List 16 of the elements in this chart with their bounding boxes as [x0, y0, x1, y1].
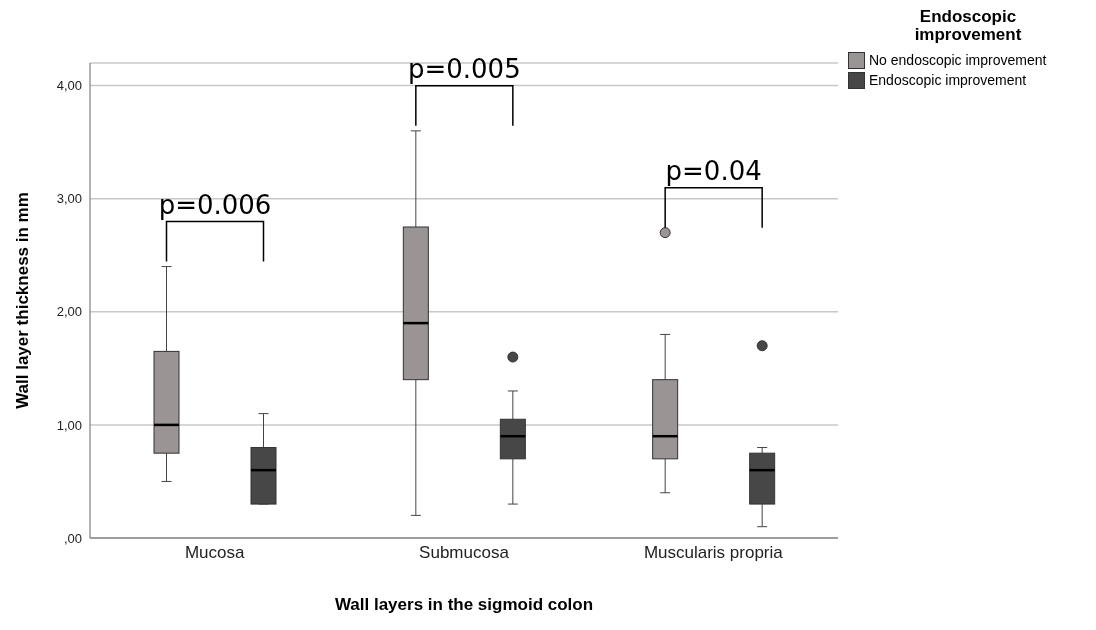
y-axis-title: Wall layer thickness in mm — [13, 192, 33, 409]
y-tick-label: ,00 — [63, 530, 82, 546]
y-tick-label: 4,00 — [56, 78, 82, 94]
y-tick-label: 1,00 — [56, 417, 82, 433]
y-tick-label: 2,00 — [56, 304, 82, 320]
y-tick-label: 3,00 — [56, 191, 82, 207]
annotation: p=0.006 — [158, 189, 272, 220]
x-tick-label: Mucosa — [184, 543, 245, 563]
legend-label: Endoscopic improvement — [869, 72, 1027, 88]
annotation: p=0.005 — [407, 53, 521, 84]
x-axis-title: Wall layers in the sigmoid colon — [334, 595, 594, 615]
legend-title: Endoscopic improvement — [913, 7, 1023, 44]
x-tick-label: Submucosa — [419, 543, 510, 563]
legend-label: No endoscopic improvement — [869, 52, 1047, 68]
annotation: p=0.04 — [665, 155, 762, 186]
x-tick-label: Muscularis propria — [643, 543, 784, 563]
